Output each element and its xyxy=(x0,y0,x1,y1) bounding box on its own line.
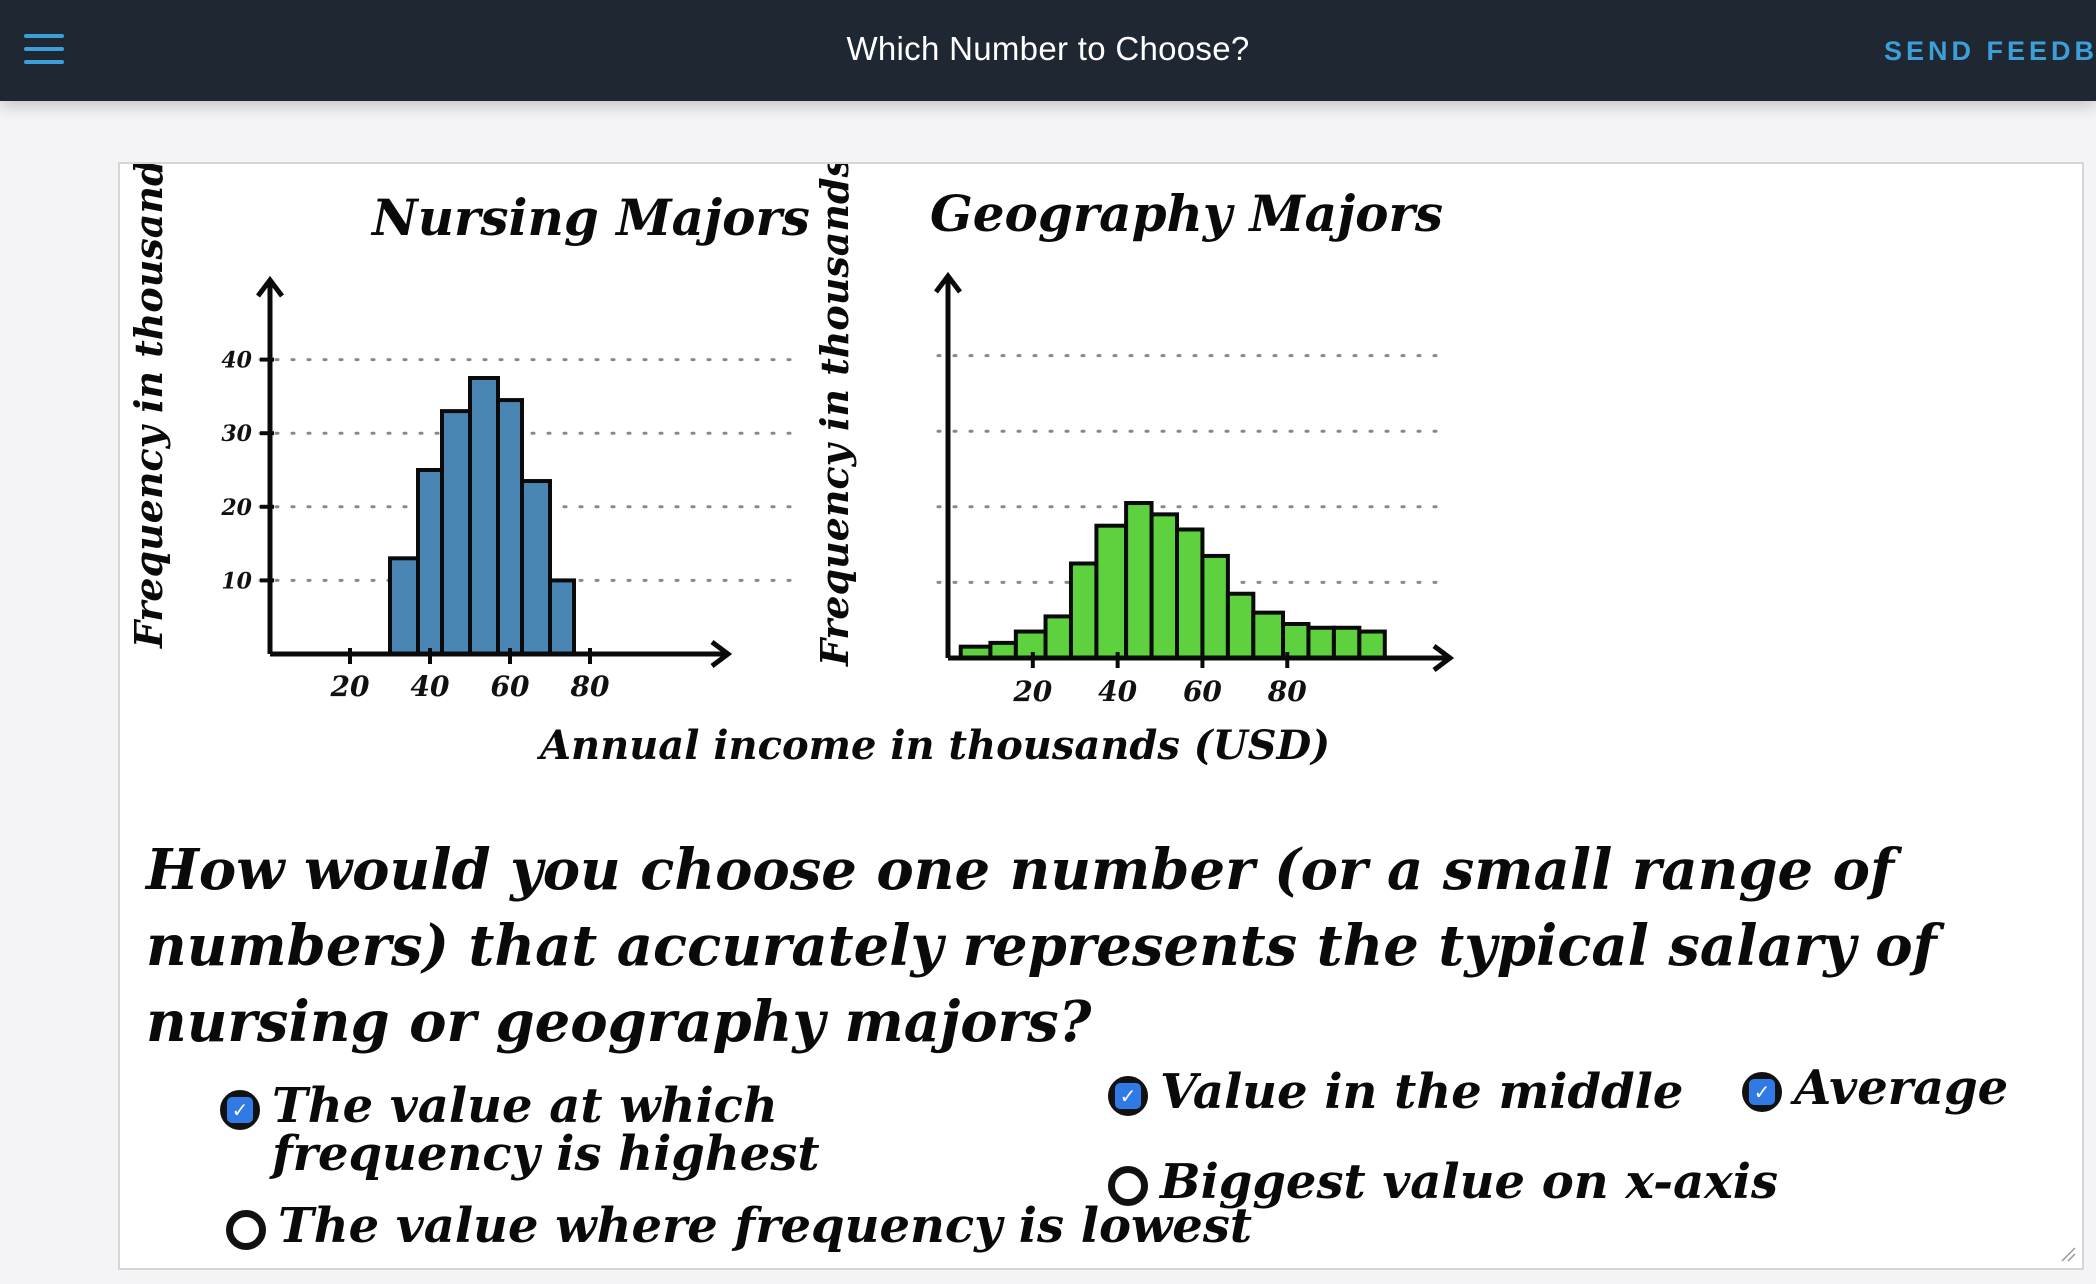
nursing-chart-title: Nursing Majors xyxy=(372,188,810,247)
worksheet-card: Nursing Majors Frequency in thousands 20… xyxy=(118,162,2084,1270)
x-axis-arrow-icon xyxy=(710,640,733,668)
histogram-bar xyxy=(388,556,420,657)
option-average[interactable]: ✓ Average xyxy=(1742,1064,2008,1112)
option-checkbox[interactable]: ✓ xyxy=(1742,1072,1782,1112)
page-title: Which Number to Choose? xyxy=(846,30,1250,67)
geography-histogram: 20 40 60 80 xyxy=(934,271,1455,708)
x-tick-label: 60 xyxy=(491,670,530,703)
histogram-bar xyxy=(1124,501,1154,660)
x-tick-label: 80 xyxy=(1267,675,1307,708)
histogram-bar xyxy=(1225,591,1256,660)
option-label: Value in the middle xyxy=(1160,1064,1684,1120)
histogram-bar xyxy=(1068,561,1099,660)
histogram-bar xyxy=(1094,523,1129,661)
option-checkbox[interactable]: ✓ xyxy=(220,1090,260,1130)
checkmark-icon: ✓ xyxy=(1749,1079,1775,1105)
x-tick-label: 20 xyxy=(330,670,370,703)
option-middle-value[interactable]: ✓ Value in the middle xyxy=(1108,1068,1683,1116)
geography-chart-title: Geography Majors xyxy=(930,184,1444,243)
histogram-bar xyxy=(548,578,576,656)
histogram-bar xyxy=(1149,512,1179,660)
x-tick-label: 20 xyxy=(1012,675,1052,708)
y-tick-label: 40 xyxy=(221,348,252,374)
histogram-bar xyxy=(1175,527,1205,661)
x-tick-label: 40 xyxy=(411,670,450,703)
option-label: The value where frequency is lowest xyxy=(278,1198,1253,1254)
y-axis-arrow-icon xyxy=(256,275,284,298)
shared-x-axis-label: Annual income in thousands (USD) xyxy=(540,722,1331,769)
y-tick-label: 20 xyxy=(220,495,252,521)
nursing-histogram: 20 40 60 80 10 20 30 40 xyxy=(220,275,792,703)
option-highest-frequency[interactable]: ✓ The value at which frequency is highes… xyxy=(220,1082,980,1178)
histogram-bar xyxy=(1306,625,1336,661)
option-checkbox[interactable]: ✓ xyxy=(226,1210,266,1250)
question-text: How would you choose one number (or a sm… xyxy=(146,837,1937,1055)
app-header: Which Number to Choose? SEND FEEDBACK xyxy=(0,0,2096,101)
x-tick-label: 40 xyxy=(1098,675,1137,708)
option-label: Average xyxy=(1794,1060,2009,1116)
histogram-bar xyxy=(1251,610,1286,661)
y-axis-arrow-icon xyxy=(934,271,962,294)
option-checkbox[interactable]: ✓ xyxy=(1108,1166,1148,1206)
hamburger-menu-icon[interactable] xyxy=(24,34,64,66)
histogram-bar xyxy=(1331,625,1362,661)
histogram-bar xyxy=(1357,629,1387,661)
y-tick-label: 30 xyxy=(221,421,252,447)
x-axis-arrow-icon xyxy=(1432,644,1455,672)
checkmark-icon: ✓ xyxy=(227,1097,253,1123)
option-checkbox[interactable]: ✓ xyxy=(1108,1076,1148,1116)
checkmark-icon: ✓ xyxy=(1115,1083,1141,1109)
resize-handle-icon[interactable] xyxy=(2060,1246,2076,1262)
option-label: Biggest value on x-axis xyxy=(1160,1154,1779,1210)
send-feedback-link[interactable]: SEND FEEDBACK xyxy=(1884,36,2096,66)
histogram-bar xyxy=(1043,614,1073,661)
option-biggest-x-value[interactable]: ✓ Biggest value on x-axis xyxy=(1108,1158,1778,1206)
x-tick-label: 80 xyxy=(570,670,610,703)
histogram-bar xyxy=(520,479,552,657)
x-tick-label: 60 xyxy=(1183,675,1222,708)
option-label: The value at which frequency is highest xyxy=(272,1078,820,1182)
y-tick-label: 10 xyxy=(221,568,252,594)
option-lowest-frequency[interactable]: ✓ The value where frequency is lowest xyxy=(226,1202,1252,1250)
histogram-bar xyxy=(1013,629,1048,661)
histogram-bar xyxy=(1200,553,1230,660)
